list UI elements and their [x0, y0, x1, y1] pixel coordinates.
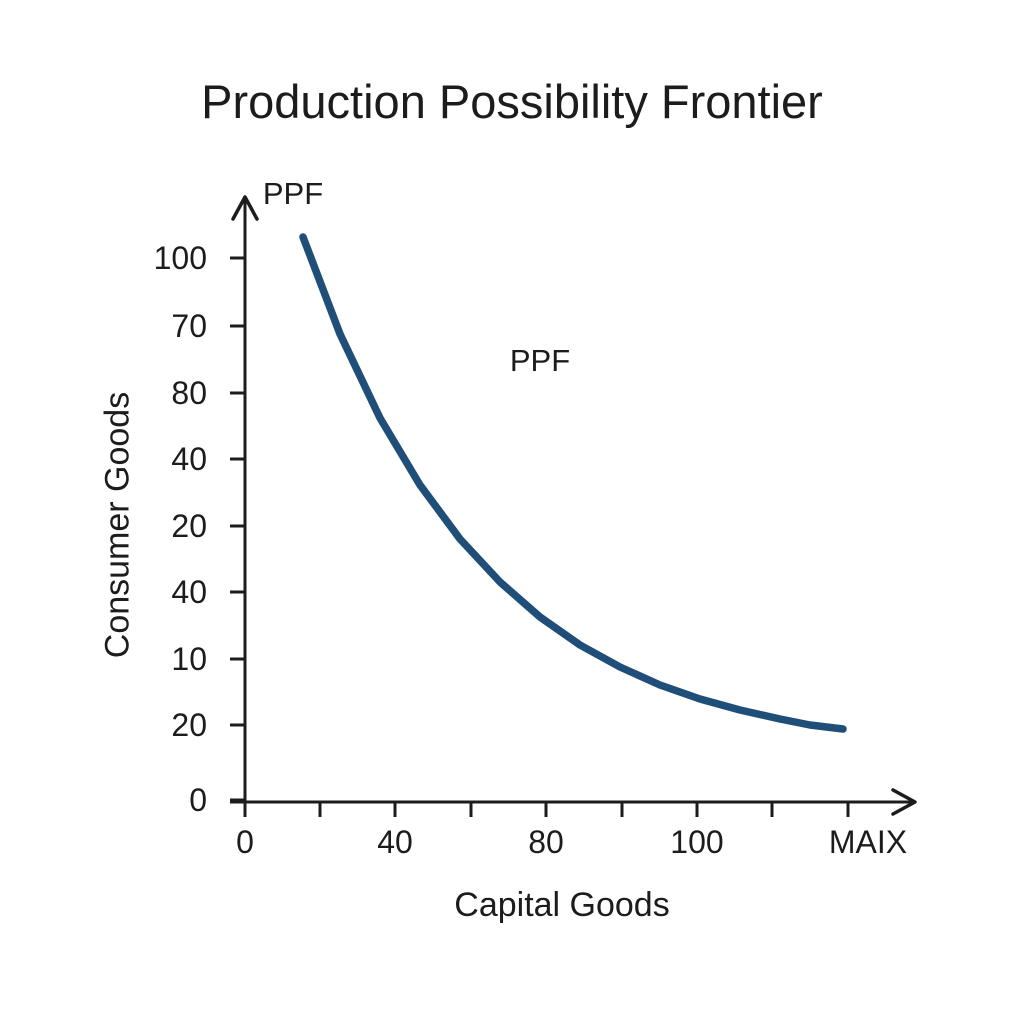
chart-title: Production Possibility Frontier [201, 75, 823, 128]
x-tick-label: 80 [528, 824, 564, 860]
y-tick-label: 10 [171, 641, 207, 677]
x-tick-label: 0 [236, 824, 254, 860]
y-tick-label: 70 [171, 308, 207, 344]
x-axis-arrow-icon [891, 788, 917, 816]
ppf-curve [299, 233, 847, 733]
y-tick-label: 40 [171, 441, 207, 477]
y-tick-label: 100 [154, 240, 207, 276]
y-axis-ppf-label: PPF [263, 176, 323, 211]
x-axis-label: Capital Goods [454, 886, 670, 924]
y-tick-label: 0 [189, 782, 207, 818]
ppf-curve-label: PPF [510, 343, 570, 378]
y-tick-label: 20 [171, 707, 207, 743]
y-tick-label: 20 [171, 508, 207, 544]
y-axis-label: Consumer Goods [98, 391, 137, 659]
x-tick-label: 100 [670, 824, 723, 860]
x-tick-label: MAIX [829, 824, 907, 860]
y-tick-label: 40 [171, 574, 207, 610]
x-tick-label: 40 [377, 824, 413, 860]
y-tick-label: 80 [171, 375, 207, 411]
y-axis-arrow-icon [231, 195, 259, 221]
